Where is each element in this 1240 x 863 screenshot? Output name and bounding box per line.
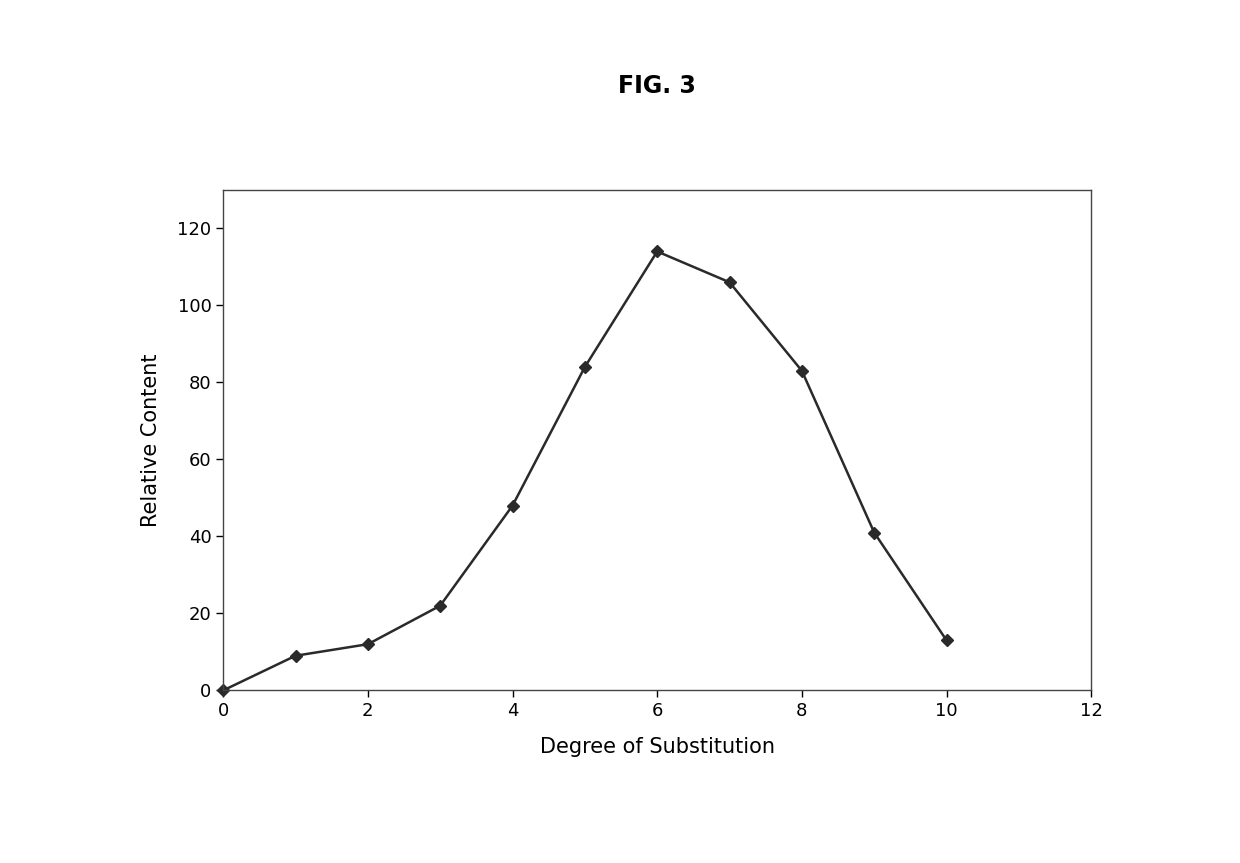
Text: FIG. 3: FIG. 3 <box>619 74 696 98</box>
Y-axis label: Relative Content: Relative Content <box>140 353 161 527</box>
X-axis label: Degree of Substitution: Degree of Substitution <box>539 737 775 757</box>
